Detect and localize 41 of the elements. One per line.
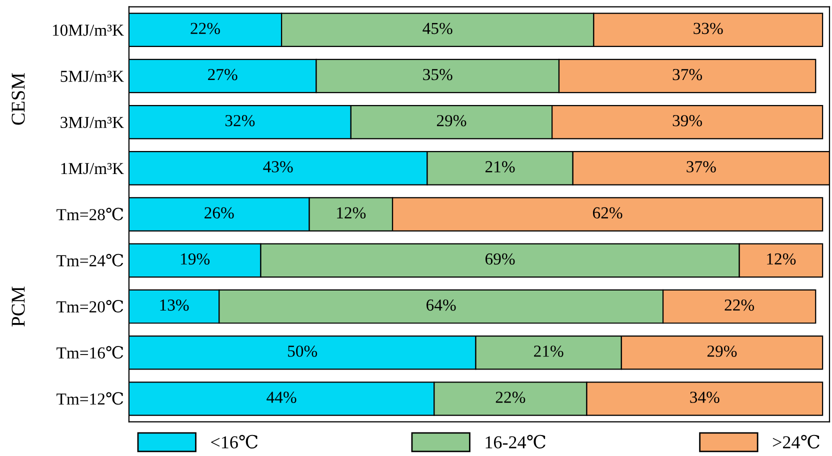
data-label: 39% <box>672 115 702 126</box>
data-label: 44% <box>266 392 296 403</box>
data-label: 22% <box>724 299 754 311</box>
data-label: 32% <box>225 115 255 126</box>
data-label: 37% <box>686 161 716 172</box>
y-tick-label: 5MJ/m³K <box>60 70 124 82</box>
data-label: 21% <box>534 346 564 357</box>
data-label: 29% <box>436 115 466 126</box>
legend-label: <16℃ <box>211 434 258 449</box>
data-label: 13% <box>160 299 189 311</box>
data-label: 34% <box>690 392 720 403</box>
y-tick-label: 3MJ/m³K <box>60 116 124 128</box>
text: CESM <box>12 73 25 125</box>
y-tick-label: 1MJ/m³K <box>61 162 124 174</box>
data-label: 62% <box>592 207 622 219</box>
data-label: 29% <box>707 346 737 357</box>
data-label: 35% <box>423 68 452 80</box>
y-tick-label: Tm=20℃ <box>56 300 124 313</box>
data-label: 12% <box>337 207 366 219</box>
y-tick-label: Tm=24℃ <box>56 254 124 266</box>
data-label: 69% <box>485 253 515 265</box>
y-tick-label: Tm=16℃ <box>56 346 124 359</box>
data-label: 33% <box>694 22 723 34</box>
text: PCM <box>12 286 25 327</box>
data-label: 64% <box>426 299 456 311</box>
data-label: 22% <box>496 392 526 403</box>
data-label: 45% <box>422 22 452 34</box>
data-label: 12% <box>767 253 796 265</box>
data-label: 27% <box>208 68 238 80</box>
legend-label: >24℃ <box>772 434 820 449</box>
data-label: 50% <box>288 346 318 357</box>
y-tick-label: Tm=12℃ <box>56 392 124 405</box>
data-label: 21% <box>485 161 515 172</box>
data-label: 43% <box>263 161 293 172</box>
data-label: 26% <box>204 207 234 219</box>
data-label: 22% <box>190 22 220 34</box>
data-label: 37% <box>672 68 702 80</box>
data-label: 19% <box>181 253 210 265</box>
y-tick-label: 10MJ/m³K <box>52 24 124 36</box>
y-tick-label: Tm=28℃ <box>56 208 124 220</box>
legend-label: 16-24℃ <box>486 434 546 449</box>
